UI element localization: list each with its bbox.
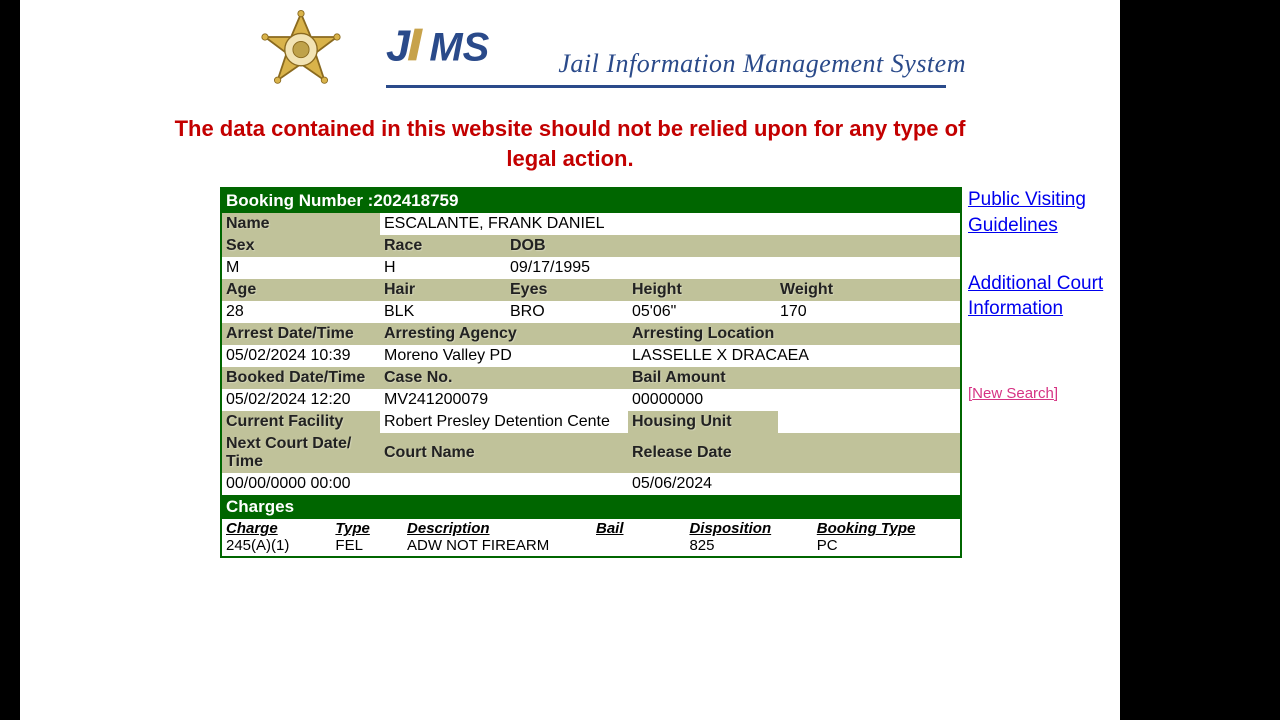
label-facility: Current Facility (222, 411, 380, 433)
label-hair: Hair (380, 279, 506, 301)
jims-logo-icon: J MS (386, 22, 544, 72)
content-area: Booking Number :202418759 Name ESCALANTE… (20, 187, 1120, 558)
charge-type: FEL (335, 537, 407, 554)
new-search-wrapper: [New Search] (968, 384, 1108, 404)
value-eyes: BRO (506, 301, 628, 323)
label-arrest-agency: Arresting Agency (380, 323, 628, 345)
charge-row: 245(A)(1) FEL ADW NOT FIREARM 825 PC (222, 537, 960, 556)
label-court-name: Court Name (380, 433, 628, 473)
value-dob: 09/17/1995 (506, 257, 960, 279)
value-arrest-dt: 05/02/2024 10:39 (222, 345, 380, 367)
hdr-disposition: Disposition (689, 520, 816, 537)
value-sex: M (222, 257, 380, 279)
charge-disposition: 825 (689, 537, 816, 554)
link-new-search[interactable]: New Search (972, 385, 1054, 402)
label-housing: Housing Unit (628, 411, 778, 433)
value-height: 05'06" (628, 301, 776, 323)
booking-header: Booking Number :202418759 (222, 189, 960, 213)
disclaimer-text: The data contained in this website shoul… (160, 114, 980, 173)
sidebar: Public Visiting Guidelines Additional Co… (968, 187, 1108, 404)
label-arrest-dt: Arrest Date/Time (222, 323, 380, 345)
label-race: Race (380, 235, 506, 257)
value-bail: 00000000 (628, 389, 960, 411)
value-name: ESCALANTE, FRANK DANIEL (380, 213, 960, 235)
hdr-type: Type (335, 520, 407, 537)
booking-number: 202418759 (373, 191, 458, 210)
svg-text:J: J (386, 22, 411, 70)
charge-booking-type: PC (817, 537, 956, 554)
label-bail: Bail Amount (628, 367, 960, 389)
value-case-no: MV241200079 (380, 389, 628, 411)
hdr-booking-type: Booking Type (817, 520, 956, 537)
hdr-description: Description (407, 520, 596, 537)
label-name: Name (222, 213, 380, 235)
svg-text:MS: MS (429, 25, 489, 69)
value-arrest-agency: Moreno Valley PD (380, 345, 628, 367)
label-eyes: Eyes (506, 279, 628, 301)
value-release: 05/06/2024 (628, 473, 960, 495)
page-container: J MS Jail Information Management System … (20, 0, 1120, 720)
value-race: H (380, 257, 506, 279)
value-housing (778, 411, 960, 433)
value-facility: Robert Presley Detention Cente (380, 411, 628, 433)
value-arrest-loc: LASSELLE X DRACAEA (628, 345, 960, 367)
booking-record: Booking Number :202418759 Name ESCALANTE… (220, 187, 962, 558)
label-release: Release Date (628, 433, 960, 473)
label-weight: Weight (776, 279, 960, 301)
value-court-name (380, 473, 628, 495)
link-visiting-guidelines[interactable]: Public Visiting Guidelines (968, 189, 1086, 236)
charges-header: Charges (222, 495, 960, 519)
header-underline (386, 85, 946, 88)
label-booked-dt: Booked Date/Time (222, 367, 380, 389)
charges-column-headers: Charge Type Description Bail Disposition… (222, 519, 960, 537)
label-height: Height (628, 279, 776, 301)
header: J MS Jail Information Management System (20, 10, 1120, 100)
label-arrest-loc: Arresting Location (628, 323, 960, 345)
system-name: Jail Information Management System (558, 49, 966, 79)
jims-logo-block: J MS Jail Information Management System (386, 22, 966, 88)
hdr-bail: Bail (596, 520, 689, 537)
booking-header-label: Booking Number : (226, 191, 373, 210)
value-weight: 170 (776, 301, 960, 323)
label-next-court: Next Court Date/ Time (222, 433, 380, 473)
charge-code: 245(A)(1) (226, 537, 335, 554)
label-age: Age (222, 279, 380, 301)
value-hair: BLK (380, 301, 506, 323)
link-court-information[interactable]: Additional Court Information (968, 273, 1103, 320)
value-next-court: 00/00/0000 00:00 (222, 473, 380, 495)
label-case-no: Case No. (380, 367, 628, 389)
value-booked-dt: 05/02/2024 12:20 (222, 389, 380, 411)
label-dob: DOB (506, 235, 960, 257)
charge-description: ADW NOT FIREARM (407, 537, 596, 554)
charge-bail (596, 537, 689, 554)
label-sex: Sex (222, 235, 380, 257)
value-age: 28 (222, 301, 380, 323)
hdr-charge: Charge (226, 520, 335, 537)
sheriff-badge-icon (256, 10, 346, 100)
